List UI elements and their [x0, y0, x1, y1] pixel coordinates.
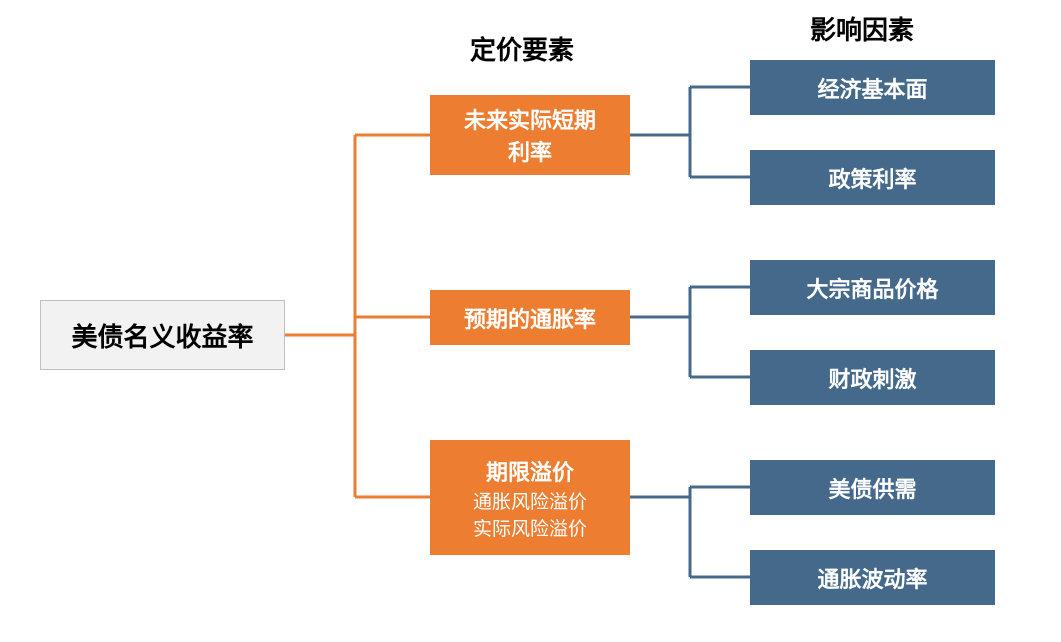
root-node: 美债名义收益率 — [40, 300, 285, 370]
mid-node-subline: 实际风险溢价 — [473, 514, 587, 541]
leaf-node-l1: 经济基本面 — [750, 60, 995, 115]
leaf-node-l5: 美债供需 — [750, 460, 995, 515]
mid-node-m1: 未来实际短期利率 — [430, 95, 630, 175]
leaf-node-l3: 大宗商品价格 — [750, 260, 995, 315]
leaf-node-l2: 政策利率 — [750, 150, 995, 205]
leaf-node-l6: 通胀波动率 — [750, 550, 995, 605]
mid-node-m3: 期限溢价通胀风险溢价实际风险溢价 — [430, 440, 630, 555]
mid-node-line: 预期的通胀率 — [464, 302, 596, 334]
header-pricing: 定价要素 — [470, 30, 574, 67]
mid-node-line: 期限溢价 — [486, 455, 574, 487]
leaf-node-l4: 财政刺激 — [750, 350, 995, 405]
header-factors: 影响因素 — [810, 10, 914, 47]
mid-node-m2: 预期的通胀率 — [430, 290, 630, 345]
mid-node-line: 未来实际短期 — [464, 103, 596, 135]
mid-node-subline: 通胀风险溢价 — [473, 487, 587, 514]
mid-node-line: 利率 — [508, 135, 552, 167]
